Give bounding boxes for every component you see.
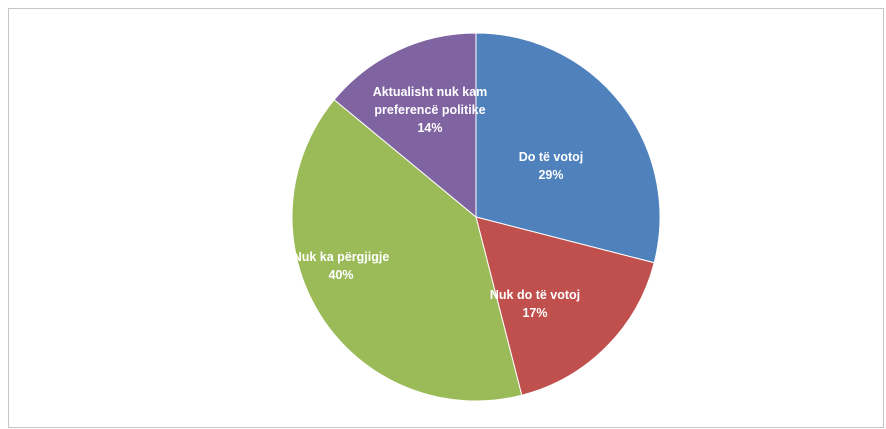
slice-value-1: 29% [538,168,563,182]
pie-slice-4 [333,32,477,219]
pie-chart: Do të votoj 29% Nuk do të votoj 17% Nuk ka p… [291,32,661,402]
chart-frame: Do të votoj 29% Nuk do të votoj 17% Nuk ka p… [8,8,884,428]
slice-label-3: Nuk ka përgjigje [293,250,390,264]
pie-slice-2 [475,216,655,396]
pie-slice-3 [291,99,523,402]
slice-label-4-line-2: preferencë politike [374,103,485,117]
slice-label-2: Nuk do të votoj [490,288,580,302]
slice-value-3: 40% [328,268,353,282]
pie-slice-1 [475,32,661,264]
slice-value-2: 17% [522,306,547,320]
slice-value-4: 14% [417,121,442,135]
slice-label-1: Do të votoj [519,150,584,164]
slice-label-4-line-1: Aktualisht nuk kam [373,85,488,99]
